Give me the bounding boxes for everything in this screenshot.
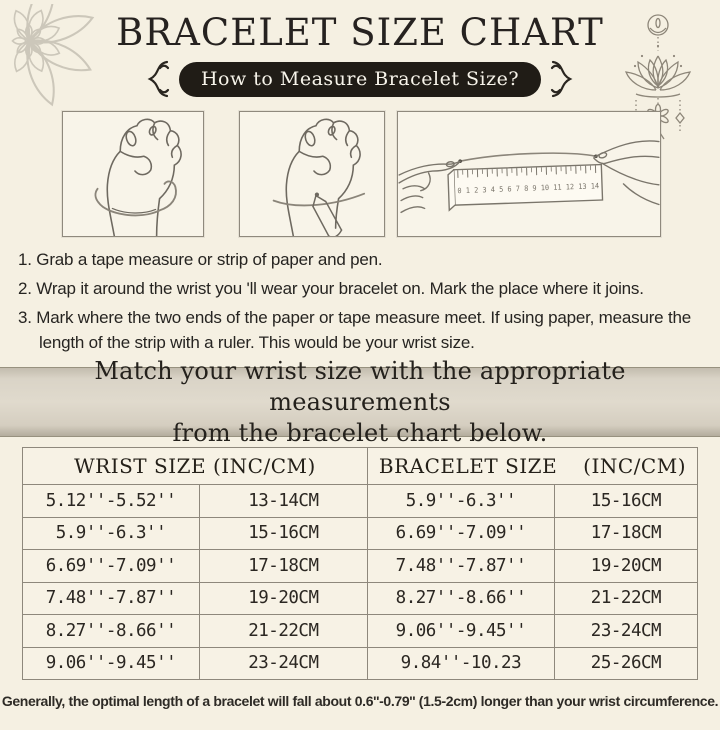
ruler-measure-illustration: 0 1 2 3 4 5 6 7 8 9 10 11 12 13 14 — [397, 111, 661, 237]
table-row: 7.48''-7.87'' 19-20CM 8.27''-8.66'' 21-2… — [22, 581, 699, 615]
table-row: 8.27''-8.66'' 21-22CM 9.06''-9.45'' 23-2… — [22, 614, 699, 648]
instruction-step: 2. Wrap it around the wrist you 'll wear… — [18, 279, 644, 298]
instructions-list: 1. Grab a tape measure or strip of paper… — [18, 247, 706, 355]
hand-tape-illustration — [62, 111, 204, 237]
wrist-inches-cell: 5.9''-6.3'' — [22, 516, 200, 550]
badge-row: How to Measure Bracelet Size? — [0, 59, 720, 99]
ruler-with-strip-icon: 0 1 2 3 4 5 6 7 8 9 10 11 12 13 14 — [398, 140, 660, 214]
wrist-inches-cell: 5.12''-5.52'' — [22, 484, 200, 518]
hand-with-tape-icon — [94, 118, 182, 236]
how-to-measure-badge: How to Measure Bracelet Size? — [178, 61, 542, 97]
table-row: 9.06''-9.45'' 23-24CM 9.84''-10.23 25-26… — [22, 646, 699, 680]
page-title: BRACELET SIZE CHART — [116, 11, 604, 54]
mandala-flower-decoration — [11, 4, 95, 107]
match-size-banner: Match your wrist size with the appropria… — [0, 357, 720, 447]
wrist-inches-cell: 8.27''-8.66'' — [22, 614, 200, 648]
wrist-cm-cell: 15-16CM — [198, 516, 368, 550]
wrist-inches-cell: 9.06''-9.45'' — [22, 646, 200, 680]
wrist-cm-cell: 13-14CM — [198, 484, 368, 518]
bracelet-inches-cell: 6.69''-7.09'' — [366, 516, 555, 550]
bracelet-inches-cell: 9.06''-9.45'' — [366, 614, 555, 648]
left-flourish-icon — [147, 60, 170, 98]
bracelet-inches-cell: 9.84''-10.23 — [366, 646, 555, 680]
bracelet-inches-cell: 7.48''-7.87'' — [366, 549, 555, 583]
wrist-inches-cell: 6.69''-7.09'' — [22, 549, 200, 583]
table-row: 6.69''-7.09'' 17-18CM 7.48''-7.87'' 19-2… — [22, 549, 699, 583]
wrist-cm-cell: 21-22CM — [198, 614, 368, 648]
right-flourish-icon — [550, 60, 573, 98]
bracelet-cm-cell: 25-26CM — [553, 646, 699, 680]
instruction-step: 3. Mark where the two ends of the paper … — [18, 308, 691, 352]
wrist-inches-cell: 7.48''-7.87'' — [22, 581, 200, 615]
wrist-size-header: WRIST SIZE (INC/CM) — [22, 447, 368, 485]
bracelet-size-header: BRACELET SIZE (INC/CM) — [366, 447, 699, 485]
bracelet-cm-cell: 23-24CM — [553, 614, 699, 648]
bracelet-size-label: BRACELET SIZE — [378, 454, 558, 478]
wrist-cm-cell: 23-24CM — [198, 646, 368, 680]
size-table: WRIST SIZE (INC/CM) BRACELET SIZE (INC/CM… — [22, 447, 699, 680]
bracelet-size-units: (INC/CM) — [583, 454, 686, 478]
table-row: 5.9''-6.3'' 15-16CM 6.69''-7.09'' 17-18C… — [22, 516, 699, 550]
bracelet-inches-cell: 8.27''-8.66'' — [366, 581, 555, 615]
hand-pen-illustration — [239, 111, 385, 237]
wrist-cm-cell: 19-20CM — [198, 581, 368, 615]
bracelet-cm-cell: 19-20CM — [553, 549, 699, 583]
banner-line-1: Match your wrist size with the appropria… — [94, 356, 626, 416]
instruction-step: 1. Grab a tape measure or strip of paper… — [18, 250, 383, 269]
wrist-cm-cell: 17-18CM — [198, 549, 368, 583]
bracelet-cm-cell: 17-18CM — [553, 516, 699, 550]
table-row: 5.12''-5.52'' 13-14CM 5.9''-6.3'' 15-16C… — [22, 484, 699, 518]
table-header-row: WRIST SIZE (INC/CM) BRACELET SIZE (INC/CM… — [22, 447, 699, 485]
bracelet-inches-cell: 5.9''-6.3'' — [366, 484, 555, 518]
footer-note: Generally, the optimal length of a brace… — [1, 693, 719, 709]
bracelet-cm-cell: 15-16CM — [553, 484, 699, 518]
illustration-row: 0 1 2 3 4 5 6 7 8 9 10 11 12 13 14 — [0, 111, 720, 237]
hand-marking-pen-icon — [272, 118, 366, 236]
bracelet-cm-cell: 21-22CM — [553, 581, 699, 615]
banner-line-2: from the bracelet chart below. — [172, 418, 548, 447]
